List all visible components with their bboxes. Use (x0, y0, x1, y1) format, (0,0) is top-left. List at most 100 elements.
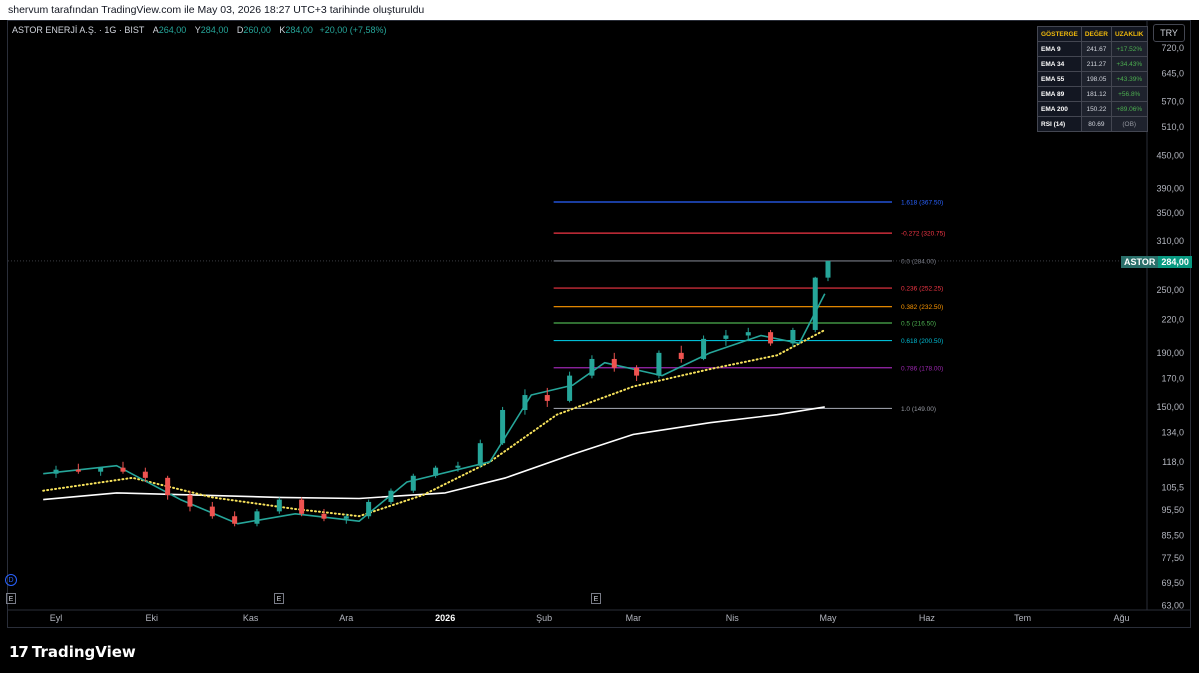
indicator-value: 80.69 (1080, 116, 1112, 132)
candle-body[interactable] (656, 352, 662, 376)
x-tick-label: Kas (243, 613, 259, 623)
table-row: EMA 34 211.27 +34.43% (1037, 56, 1148, 72)
indicator-name: EMA 200 (1037, 101, 1082, 117)
y-tick-label: 250,00 (1156, 285, 1184, 295)
candle-body[interactable] (723, 335, 729, 339)
symbol-name[interactable]: ASTOR ENERJİ A.Ş. · 1G · BIST (12, 25, 145, 35)
ema-line[interactable] (43, 406, 825, 501)
candle-body[interactable] (745, 332, 751, 336)
candle-body[interactable] (75, 469, 81, 472)
y-tick-label: 570,0 (1161, 97, 1184, 107)
x-tick-label: Ara (339, 613, 353, 623)
y-tick-label: 450,00 (1156, 151, 1184, 161)
candle-body[interactable] (388, 490, 394, 502)
candle-body[interactable] (299, 499, 305, 514)
candle-body[interactable] (321, 513, 327, 519)
currency-button[interactable]: TRY (1153, 24, 1185, 42)
candle-body[interactable] (678, 352, 684, 359)
x-tick-label: Nis (726, 613, 739, 623)
y-tick-label: 720,0 (1161, 43, 1184, 53)
y-tick-label: 350,00 (1156, 208, 1184, 218)
chart-panel[interactable] (7, 20, 1191, 628)
y-tick-label: 63,00 (1161, 600, 1184, 610)
indicator-value: 181.12 (1080, 86, 1112, 102)
y-tick-label: 510,0 (1161, 122, 1184, 132)
candle-body[interactable] (500, 409, 506, 444)
fib-level-label: 0.618 (200.50) (901, 338, 943, 345)
low-value: 260,00 (243, 25, 271, 35)
x-tick-label: May (819, 613, 837, 623)
price-tag-symbol: ASTOR (1121, 256, 1159, 268)
candle-body[interactable] (634, 367, 640, 376)
table-row: EMA 89 181.12 +56.8% (1037, 86, 1148, 102)
indicator-distance: +43.39% (1110, 71, 1148, 87)
candle-body[interactable] (98, 467, 104, 472)
candle-body[interactable] (254, 511, 260, 524)
indicator-name: RSI (14) (1037, 116, 1082, 132)
candle-body[interactable] (768, 332, 774, 344)
indicator-name: EMA 34 (1037, 56, 1082, 72)
y-tick-label: 95,50 (1161, 505, 1184, 515)
candle-body[interactable] (567, 375, 573, 401)
candle-body[interactable] (544, 395, 550, 401)
candle-body[interactable] (232, 516, 238, 524)
earnings-marker[interactable]: E (274, 593, 284, 604)
fib-level-label: 0.5 (216.50) (901, 321, 936, 328)
candle-body[interactable] (477, 443, 483, 466)
fib-level-label: 0.786 (178.00) (901, 365, 943, 372)
candle-body[interactable] (589, 358, 595, 376)
ema-line[interactable] (43, 293, 826, 525)
tradingview-logo-icon: 17 (9, 643, 29, 661)
candle-body[interactable] (343, 516, 349, 519)
earnings-marker[interactable]: E (6, 593, 16, 604)
candle-body[interactable] (142, 471, 148, 478)
y-tick-label: 85,50 (1161, 530, 1184, 540)
x-tick-label: Eki (145, 613, 158, 623)
indicator-name: EMA 9 (1037, 41, 1082, 57)
candle-body[interactable] (701, 338, 707, 359)
indicator-value: 150.22 (1080, 101, 1112, 117)
open-value: 264,00 (158, 25, 187, 35)
candle-body[interactable] (611, 358, 617, 368)
candle-body[interactable] (812, 277, 818, 330)
fib-level-label: -0.272 (320.75) (901, 231, 945, 238)
y-tick-label: 118,0 (1162, 457, 1184, 467)
indicator-distance: +56.8% (1110, 86, 1148, 102)
candle-body[interactable] (187, 495, 193, 507)
x-tick-label: Şub (536, 613, 552, 623)
footer: 17 TradingView (0, 628, 1199, 673)
low-label: D (236, 25, 244, 35)
indicator-value: 211.27 (1080, 56, 1112, 72)
candle-body[interactable] (825, 260, 831, 278)
high-label: Y (194, 25, 201, 35)
candle-body[interactable] (522, 395, 528, 410)
earnings-marker[interactable]: E (591, 593, 601, 604)
y-tick-label: 190,00 (1156, 348, 1184, 358)
candle-body[interactable] (366, 501, 372, 517)
caption-bar: shervum tarafından TradingView.com ile M… (0, 0, 1199, 20)
candle-body[interactable] (120, 467, 126, 472)
brand-name: TradingView (31, 643, 136, 661)
symbol-legend: ASTOR ENERJİ A.Ş. · 1G · BIST A264,00 Y2… (12, 25, 387, 35)
x-tick-label: Tem (1014, 613, 1031, 623)
fib-level-label: 0.382 (232.50) (901, 304, 943, 311)
change-value: +20,00 (+7,58%) (319, 25, 387, 35)
tradingview-logo[interactable]: 17 TradingView (9, 643, 136, 661)
candle-body[interactable] (276, 499, 282, 512)
price-tag-value: 284,00 (1158, 256, 1192, 268)
y-tick-label: 170,0 (1161, 373, 1184, 383)
fib-level-label: 0.0 (284.00) (901, 258, 936, 265)
candle-body[interactable] (433, 467, 439, 476)
candle-body[interactable] (209, 506, 215, 517)
table-row: EMA 9 241.67 +17.52% (1037, 41, 1148, 57)
caption-text: shervum tarafından TradingView.com ile M… (8, 4, 425, 16)
table-header: UZAKLIK (1110, 26, 1148, 42)
candle-body[interactable] (410, 475, 416, 491)
candle-body[interactable] (455, 465, 461, 468)
candle-body[interactable] (165, 477, 171, 496)
candle-body[interactable] (790, 329, 796, 344)
dividend-marker[interactable]: D (5, 574, 17, 586)
candle-body[interactable] (53, 469, 59, 474)
ema-line[interactable] (42, 329, 826, 518)
